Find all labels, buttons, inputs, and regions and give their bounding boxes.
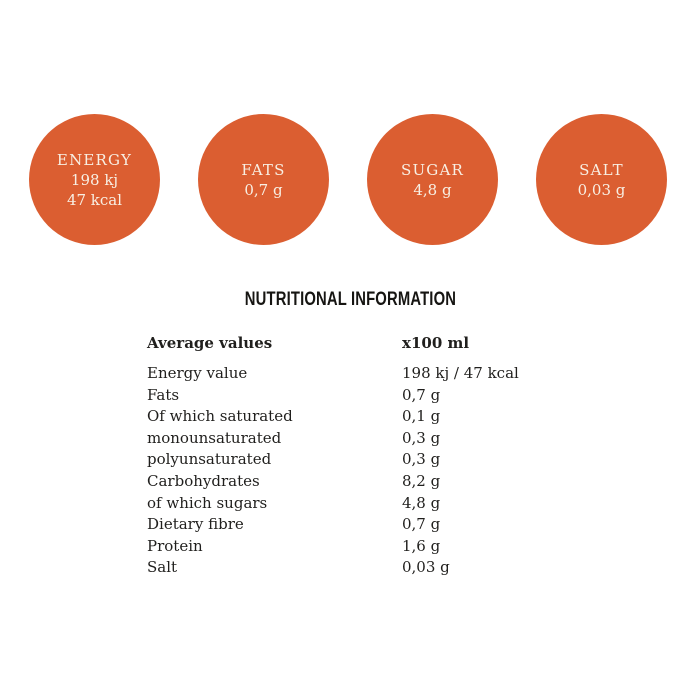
row-label: Energy value [147, 364, 248, 382]
nutrition-table: Average values x100 ml Energy value 198 … [147, 334, 577, 580]
row-label: Of which saturated [147, 407, 293, 426]
badge-sugar: SUGAR 4,8 g [367, 114, 498, 245]
row-label: Salt [147, 558, 178, 577]
table-row: monounsaturated 0,3 g [147, 429, 577, 451]
nutrient-badges: ENERGY 198 kj 47 kcal FATS 0,7 g SUGAR 4… [29, 114, 667, 245]
table-header-value: x100 ml [402, 334, 470, 352]
section-title: NUTRITIONAL INFORMATION [0, 289, 700, 311]
row-value: 8,2 g [402, 471, 441, 490]
row-value: 4,8 g [402, 493, 441, 512]
table-row: Dietary fibre 0,7 g [147, 515, 577, 537]
table-header-row: Average values x100 ml [147, 334, 577, 364]
badge-sugar-text: SUGAR 4,8 g [401, 160, 464, 200]
row-value: 0,3 g [402, 450, 441, 469]
badge-energy-text: ENERGY 198 kj 47 kcal [57, 150, 132, 210]
table-header-label: Average values [147, 334, 273, 352]
row-label: Dietary fibre [147, 515, 244, 534]
row-value: 198 kj / 47 kcal [402, 364, 519, 382]
row-value: 0,03 g [402, 558, 450, 577]
row-label: Protein [147, 536, 203, 555]
badge-value: 0,7 g [244, 180, 283, 199]
table-row: Fats 0,7 g [147, 386, 577, 408]
row-label: Fats [147, 385, 180, 404]
table-row: Protein 1,6 g [147, 537, 577, 559]
row-value: 0,7 g [402, 385, 441, 404]
badge-fats-text: FATS 0,7 g [241, 160, 285, 200]
row-label: monounsaturated [147, 428, 282, 447]
section-title-text: NUTRITIONAL INFORMATION [244, 289, 456, 310]
badge-label: SALT [579, 160, 624, 179]
badge-value: 0,03 g [577, 180, 626, 199]
badge-value: 198 kj [70, 170, 119, 189]
badge-label: SUGAR [400, 160, 465, 179]
table-row: Salt 0,03 g [147, 558, 577, 580]
row-value: 0,3 g [402, 428, 441, 447]
table-row: Of which saturated 0,1 g [147, 407, 577, 429]
badge-salt-text: SALT 0,03 g [578, 160, 626, 200]
table-row: Carbohydrates 8,2 g [147, 472, 577, 494]
badge-label: ENERGY [56, 150, 133, 169]
table-row: Energy value 198 kj / 47 kcal [147, 364, 577, 386]
badge-value: 47 kcal [66, 190, 123, 209]
row-label: of which sugars [147, 493, 268, 512]
badge-value: 4,8 g [413, 180, 452, 199]
row-value: 1,6 g [402, 536, 441, 555]
table-row: of which sugars 4,8 g [147, 494, 577, 516]
table-row: polyunsaturated 0,3 g [147, 450, 577, 472]
badge-fats: FATS 0,7 g [198, 114, 329, 245]
badge-energy: ENERGY 198 kj 47 kcal [29, 114, 160, 245]
row-value: 0,1 g [402, 407, 441, 426]
row-label: polyunsaturated [147, 450, 272, 469]
row-label: Carbohydrates [147, 471, 260, 490]
badge-salt: SALT 0,03 g [536, 114, 667, 245]
badge-label: FATS [241, 160, 286, 179]
row-value: 0,7 g [402, 515, 441, 534]
